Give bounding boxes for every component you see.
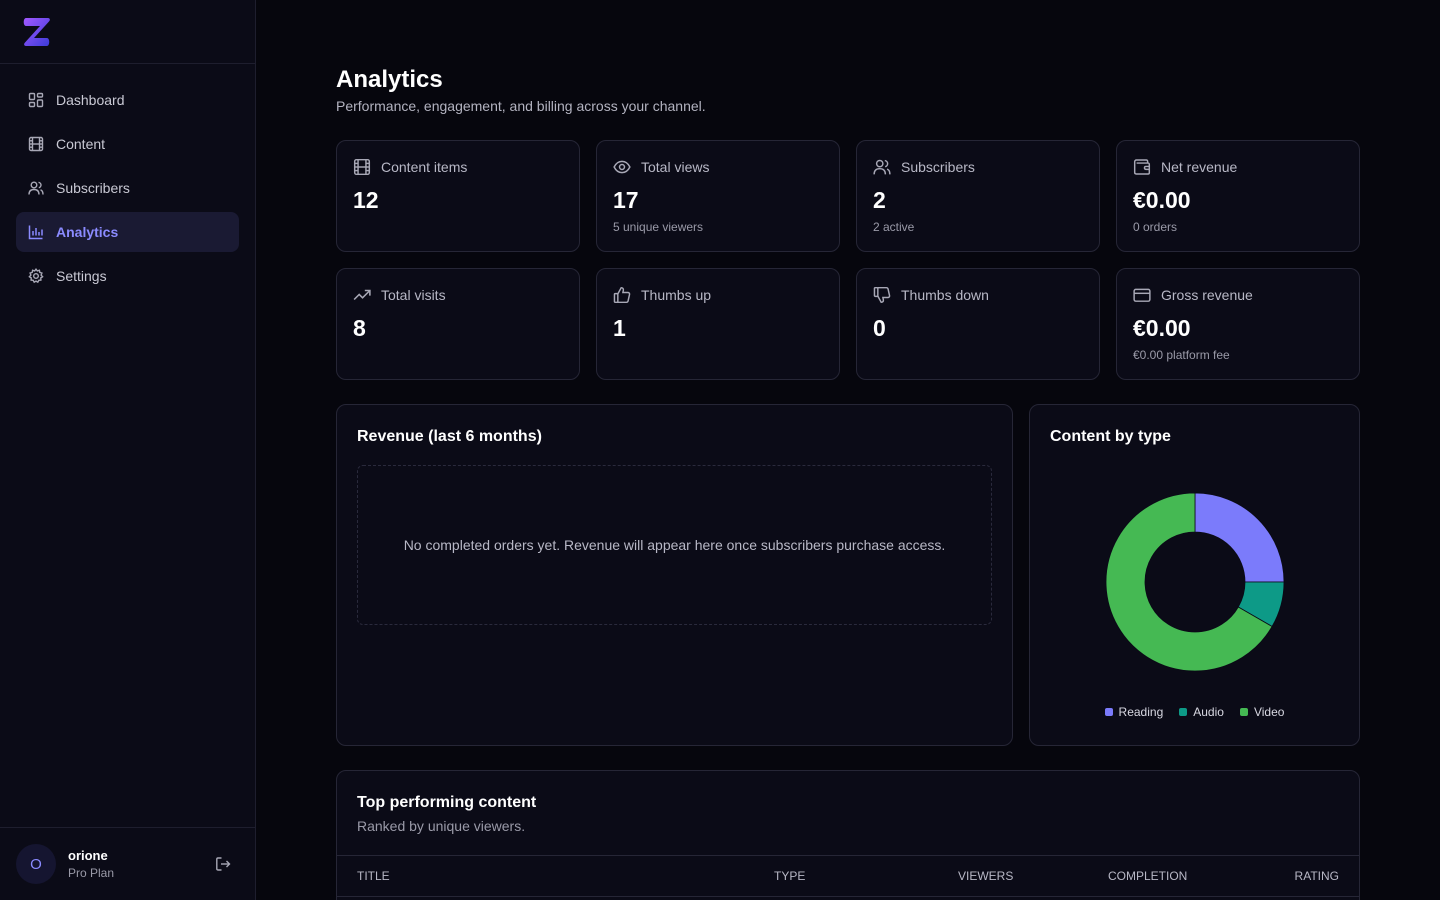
stat-card-header: Total views (613, 158, 709, 176)
revenue-empty-state: No completed orders yet. Revenue will ap… (357, 465, 992, 625)
sidebar-item-dashboard[interactable]: Dashboard (16, 80, 239, 120)
stat-card-total-visits: Total visits 8 (336, 268, 580, 380)
stat-sub: 5 unique viewers (613, 220, 704, 234)
z-logo-icon[interactable] (22, 16, 52, 48)
stat-value: 8 (353, 315, 366, 341)
stat-sub: 2 active (873, 220, 915, 234)
sidebar-item-analytics[interactable]: Analytics (16, 212, 239, 252)
legend-swatch (1179, 708, 1188, 716)
stat-card-header: Total visits (353, 286, 446, 304)
user-profile[interactable]: O orione Pro Plan (0, 827, 255, 900)
sidebar-nav: Dashboard Content Subscribers Analytics … (0, 64, 255, 296)
logo-area (0, 0, 255, 64)
stat-label: Thumbs up (641, 287, 712, 303)
legend-swatch (1104, 708, 1113, 716)
wallet-icon (1133, 158, 1151, 176)
stat-value: 12 (353, 187, 379, 213)
stat-sub: €0.00 platform fee (1133, 348, 1230, 362)
chart-legend: Reading Audio Video (1030, 705, 1359, 719)
stat-card-subscribers: Subscribers 2 2 active (856, 140, 1100, 252)
sidebar-item-label: Content (56, 136, 106, 152)
stat-value: 1 (613, 315, 626, 341)
stat-value: €0.00 (1133, 187, 1191, 213)
sidebar-item-label: Dashboard (56, 92, 125, 108)
legend-label: Video (1253, 705, 1285, 719)
stat-card-thumbs-up: Thumbs up 1 (596, 268, 840, 380)
film-icon (28, 136, 44, 152)
sidebar-item-settings[interactable]: Settings (16, 256, 239, 296)
logout-icon[interactable] (215, 856, 231, 872)
stat-label: Net revenue (1161, 159, 1238, 175)
user-plan: Pro Plan (68, 866, 115, 880)
stat-card-net-revenue: Net revenue €0.00 0 orders (1116, 140, 1360, 252)
users-icon (28, 180, 44, 196)
sidebar-item-content[interactable]: Content (16, 124, 239, 164)
stat-value: 2 (873, 187, 886, 213)
stat-card-total-views: Total views 17 5 unique viewers (596, 140, 840, 252)
top-content-title: Top performing content (357, 794, 537, 811)
sidebar-item-label: Settings (56, 268, 107, 284)
content-type-panel-title: Content by type (1050, 428, 1171, 445)
column-header-completion[interactable]: Completion (1108, 869, 1188, 883)
stat-label: Total views (641, 159, 710, 175)
gear-icon (28, 268, 44, 284)
legend-item-audio[interactable]: Audio (1179, 705, 1224, 719)
column-header-viewers[interactable]: Viewers (958, 869, 1014, 883)
stat-card-header: Content items (353, 158, 467, 176)
users-icon (873, 158, 891, 176)
grid-icon (28, 92, 44, 108)
stat-card-header: Gross revenue (1133, 286, 1253, 304)
stat-label: Content items (381, 159, 468, 175)
sidebar: Dashboard Content Subscribers Analytics … (0, 0, 256, 900)
film-icon (353, 158, 371, 176)
stat-card-header: Thumbs up (613, 286, 711, 304)
stat-label: Subscribers (901, 159, 975, 175)
column-header-rating[interactable]: Rating (1294, 869, 1339, 883)
stat-label: Gross revenue (1161, 287, 1253, 303)
column-header-title[interactable]: Title (357, 869, 390, 883)
stat-card-header: Thumbs down (873, 286, 989, 304)
stat-card-header: Net revenue (1133, 158, 1237, 176)
revenue-panel: Revenue (last 6 months) No completed ord… (336, 404, 1013, 746)
stat-card-thumbs-down: Thumbs down 0 (856, 268, 1100, 380)
sidebar-item-label: Analytics (56, 224, 119, 240)
stat-value: €0.00 (1133, 315, 1191, 341)
legend-item-reading[interactable]: Reading (1104, 705, 1164, 719)
stat-card-content-items: Content items 12 (336, 140, 580, 252)
legend-label: Audio (1193, 705, 1224, 719)
page-title: Analytics (336, 66, 443, 93)
revenue-panel-title: Revenue (last 6 months) (357, 428, 542, 445)
stat-label: Thumbs down (901, 287, 989, 303)
page-subtitle: Performance, engagement, and billing acr… (336, 98, 706, 114)
stat-card-header: Subscribers (873, 158, 975, 176)
stat-value: 0 (873, 315, 886, 341)
donut-slice-video[interactable] (1105, 492, 1273, 672)
thumbs-up-icon (613, 286, 631, 304)
user-meta: orione Pro Plan (68, 848, 114, 880)
legend-label: Reading (1118, 705, 1164, 719)
legend-item-video[interactable]: Video (1239, 705, 1285, 719)
credit-card-icon (1133, 286, 1151, 304)
content-type-panel: Content by type Reading Audio Video (1029, 404, 1360, 746)
table-header: Title Type Viewers Completion Rating (337, 855, 1359, 897)
trending-up-icon (353, 286, 371, 304)
thumbs-down-icon (873, 286, 891, 304)
eye-icon (613, 158, 631, 176)
top-content-panel: Top performing content Ranked by unique … (336, 770, 1360, 900)
sidebar-item-subscribers[interactable]: Subscribers (16, 168, 239, 208)
column-header-type[interactable]: Type (774, 869, 806, 883)
top-content-subtitle: Ranked by unique viewers. (357, 818, 526, 834)
stat-card-gross-revenue: Gross revenue €0.00 €0.00 platform fee (1116, 268, 1360, 380)
legend-swatch (1239, 708, 1248, 716)
user-name: orione (68, 848, 108, 863)
stat-sub: 0 orders (1133, 220, 1178, 234)
bar-chart-icon (28, 224, 44, 240)
stat-label: Total visits (381, 287, 446, 303)
avatar[interactable]: O (16, 844, 56, 884)
sidebar-item-label: Subscribers (56, 180, 130, 196)
content-type-donut-chart (1105, 492, 1285, 672)
donut-slice-reading[interactable] (1194, 492, 1285, 583)
stat-value: 17 (613, 187, 639, 213)
